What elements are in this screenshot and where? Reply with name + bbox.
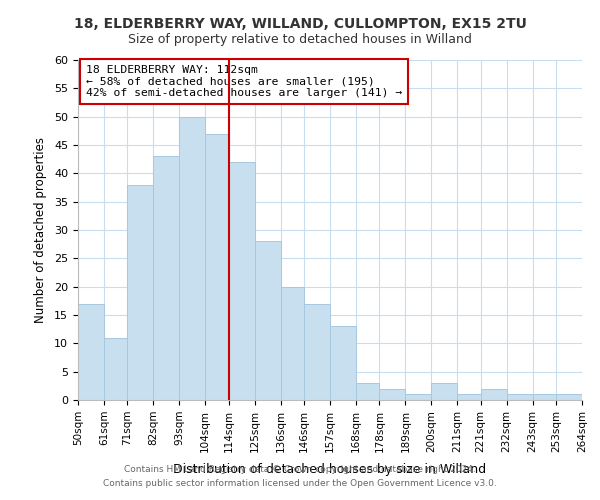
Bar	[556, 394, 582, 400]
Text: 18 ELDERBERRY WAY: 112sqm
← 58% of detached houses are smaller (195)
42% of semi: 18 ELDERBERRY WAY: 112sqm ← 58% of detac…	[86, 65, 402, 98]
Bar	[330, 326, 356, 400]
Y-axis label: Number of detached properties: Number of detached properties	[34, 137, 47, 323]
Bar	[304, 304, 330, 400]
Bar	[78, 304, 104, 400]
Bar	[431, 383, 457, 400]
Bar	[481, 388, 506, 400]
Bar	[457, 394, 481, 400]
Bar	[281, 286, 304, 400]
Bar	[205, 134, 229, 400]
Bar	[229, 162, 254, 400]
Bar	[127, 184, 154, 400]
Text: 18, ELDERBERRY WAY, WILLAND, CULLOMPTON, EX15 2TU: 18, ELDERBERRY WAY, WILLAND, CULLOMPTON,…	[74, 18, 526, 32]
Bar	[406, 394, 431, 400]
Bar	[254, 242, 281, 400]
X-axis label: Distribution of detached houses by size in Willand: Distribution of detached houses by size …	[173, 463, 487, 476]
Text: Contains HM Land Registry data © Crown copyright and database right 2024.
Contai: Contains HM Land Registry data © Crown c…	[103, 466, 497, 487]
Bar	[356, 383, 379, 400]
Text: Size of property relative to detached houses in Willand: Size of property relative to detached ho…	[128, 32, 472, 46]
Bar	[154, 156, 179, 400]
Bar	[104, 338, 127, 400]
Bar	[379, 388, 406, 400]
Bar	[506, 394, 533, 400]
Bar	[533, 394, 556, 400]
Bar	[179, 116, 205, 400]
